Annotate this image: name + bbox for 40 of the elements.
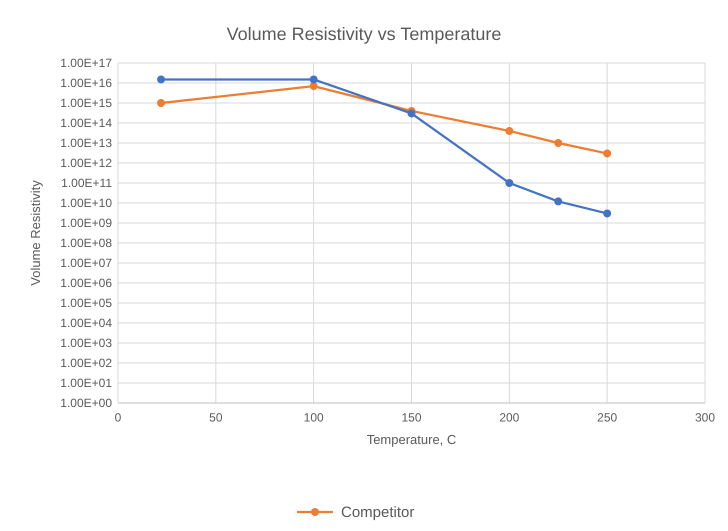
x-tick-label: 200 xyxy=(499,410,520,425)
y-tick-label: 1.00E+11 xyxy=(61,176,112,190)
x-tick-label: 300 xyxy=(694,410,716,425)
point xyxy=(505,179,514,187)
y-tick-label: 1.00E+01 xyxy=(60,376,112,390)
y-tick-label: 1.00E+17 xyxy=(60,56,112,70)
y-tick-label: 1.00E+02 xyxy=(60,356,112,370)
point xyxy=(554,139,562,147)
x-tick-label: 100 xyxy=(304,410,324,425)
legend-label: Competitor xyxy=(341,504,414,521)
x-tick-label: 50 xyxy=(209,410,223,425)
y-tick-label: 1.00E+06 xyxy=(60,276,112,290)
point xyxy=(603,209,612,218)
point xyxy=(505,126,514,135)
y-axis-title: Volume Resistivity xyxy=(28,180,43,286)
x-tick-label: 150 xyxy=(401,410,422,425)
point xyxy=(310,82,318,90)
y-tick-label: 1.00E+15 xyxy=(60,96,112,110)
y-tick-label: 1.00E+00 xyxy=(60,396,112,410)
y-tick-label: 1.00E+08 xyxy=(60,236,112,250)
point xyxy=(408,109,416,118)
point xyxy=(157,99,166,107)
y-tick-label: 1.00E+07 xyxy=(60,256,112,270)
x-tick-label: 0 xyxy=(114,410,122,425)
y-tick-label: 1.00E+16 xyxy=(60,76,112,90)
point xyxy=(157,75,166,84)
x-axis-title: Temperature, C xyxy=(366,432,456,447)
point xyxy=(310,75,318,84)
y-tick-label: 1.00E+09 xyxy=(60,216,112,230)
chart-title: Volume Resistivity vs Temperature xyxy=(226,24,502,44)
y-tick-label: 1.00E+04 xyxy=(60,316,112,330)
y-tick-label: 1.00E+05 xyxy=(60,296,112,310)
point xyxy=(554,197,562,206)
y-tick-label: 1.00E+14 xyxy=(60,116,112,130)
point xyxy=(603,149,612,158)
y-tick-label: 1.00E+13 xyxy=(60,136,112,150)
x-tick-label: 250 xyxy=(597,410,618,425)
y-tick-label: 1.00E+10 xyxy=(60,196,112,210)
y-tick-label: 1.00E+12 xyxy=(60,156,112,170)
y-tick-label: 1.00E+03 xyxy=(60,336,112,350)
